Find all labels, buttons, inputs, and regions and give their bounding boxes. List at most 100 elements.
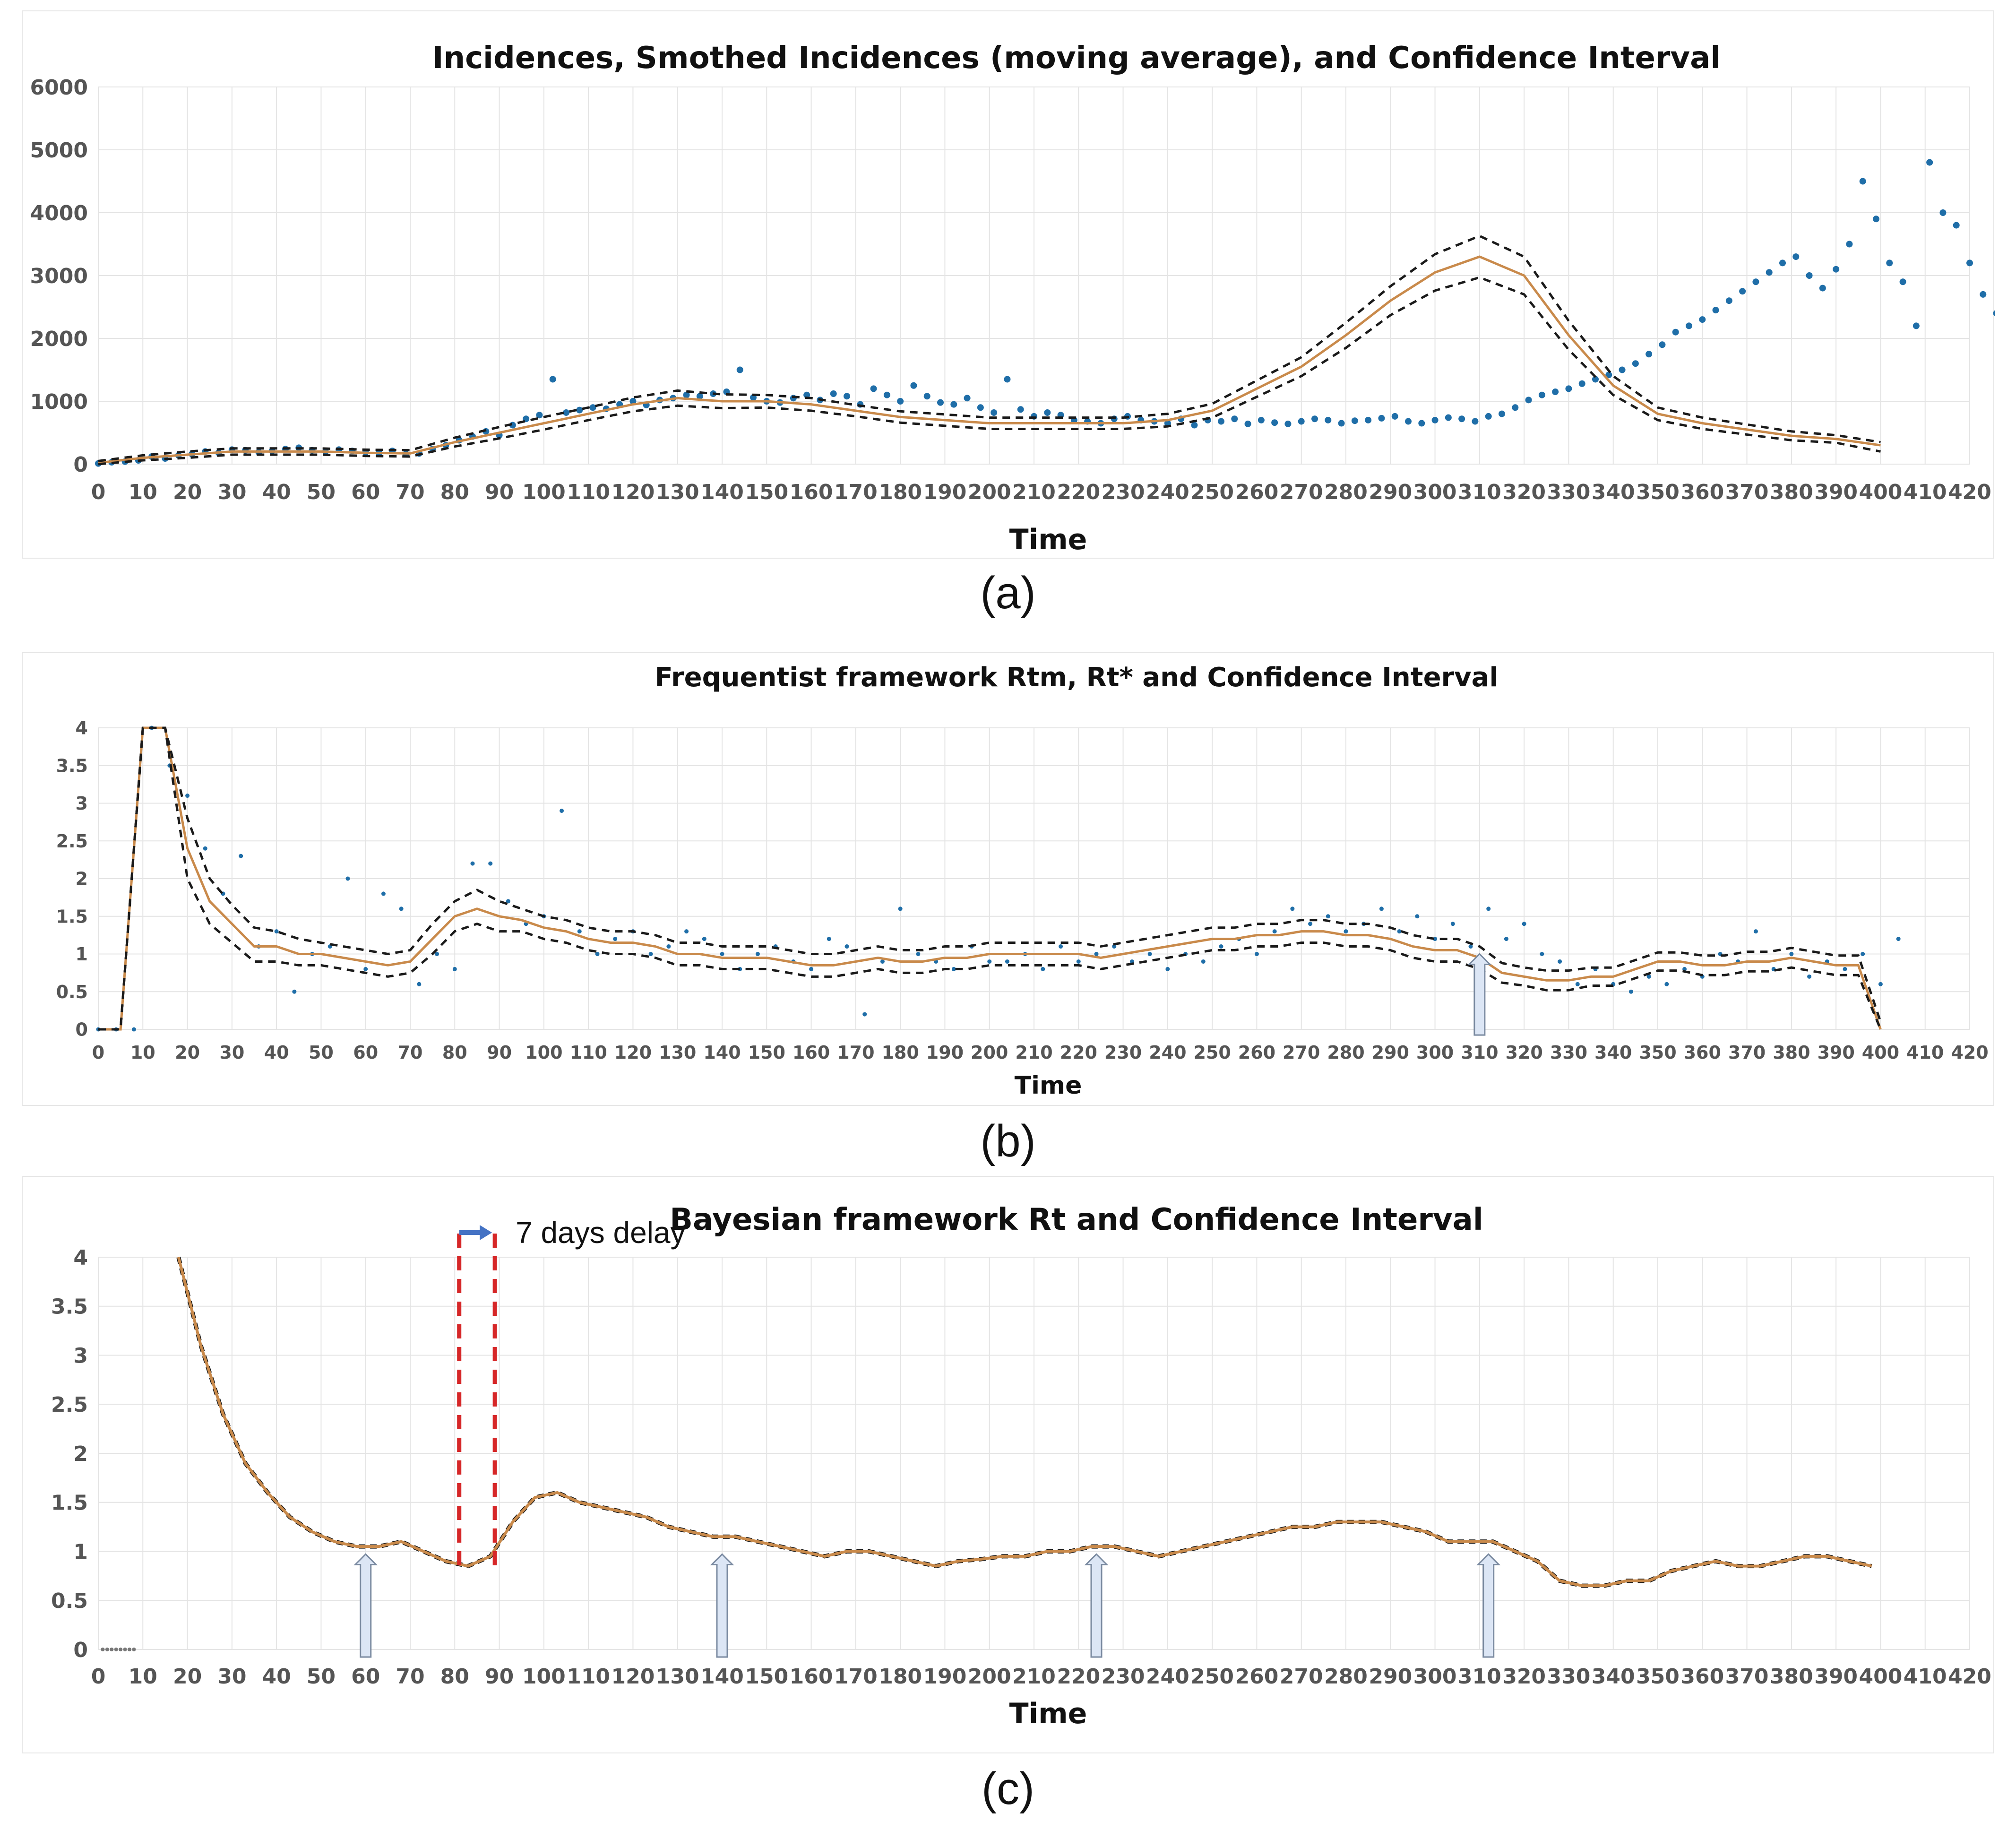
- up-arrow-marker: [1084, 1553, 1109, 1658]
- data-point: [1712, 307, 1719, 314]
- data-point: [803, 391, 810, 398]
- smoothed-line: [98, 255, 1881, 464]
- x-tick-label: 130: [656, 480, 699, 504]
- data-point: [1792, 253, 1800, 260]
- data-point: [1926, 159, 1933, 166]
- data-point: [577, 929, 582, 934]
- y-tick-label: 4: [76, 718, 88, 739]
- y-tick-label: 4000: [30, 201, 88, 225]
- data-point: [105, 1648, 109, 1651]
- data-point: [1338, 420, 1345, 427]
- data-point: [648, 952, 653, 956]
- x-tick-label: 250: [1190, 1665, 1234, 1689]
- data-point: [613, 937, 618, 941]
- data-point: [898, 906, 903, 911]
- x-tick-label: 420: [1948, 480, 1991, 504]
- x-tick-label: 330: [1550, 1042, 1587, 1063]
- data-point: [452, 967, 457, 971]
- x-tick-label: 20: [173, 1665, 202, 1689]
- data-point: [1458, 415, 1465, 423]
- data-point: [1201, 959, 1206, 964]
- y-tick-label: 0.5: [51, 1589, 88, 1613]
- ci-lower-line: [98, 726, 1882, 1031]
- x-tick-label: 330: [1547, 480, 1590, 504]
- y-tick-label: 1: [76, 944, 88, 965]
- x-tick-label: 90: [485, 480, 514, 504]
- data-point: [1739, 288, 1746, 295]
- data-point: [720, 952, 724, 956]
- data-point: [1271, 419, 1278, 426]
- x-tick-label: 30: [219, 1042, 244, 1063]
- delay-arrow-head: [480, 1225, 492, 1240]
- x-tick-label: 170: [834, 480, 878, 504]
- x-tick-label: 260: [1235, 1665, 1278, 1689]
- data-point: [755, 952, 760, 956]
- x-tick-label: 320: [1502, 480, 1546, 504]
- data-point: [1472, 418, 1479, 425]
- data-point: [1311, 415, 1318, 423]
- x-tick-label: 150: [745, 1665, 788, 1689]
- x-tick-label: 310: [1461, 1042, 1498, 1063]
- data-point: [1619, 366, 1626, 373]
- data-point: [1258, 416, 1265, 423]
- data-point: [1219, 944, 1223, 949]
- data-point: [1575, 982, 1580, 986]
- x-tick-label: 180: [881, 1042, 919, 1063]
- data-point: [870, 385, 877, 392]
- data-point: [1351, 417, 1358, 424]
- data-point: [128, 1648, 131, 1651]
- data-point: [470, 861, 475, 866]
- data-point: [1405, 418, 1412, 425]
- data-point: [1605, 371, 1612, 379]
- x-tick-label: 300: [1416, 1042, 1454, 1063]
- data-point: [1486, 906, 1491, 911]
- x-tick-label: 100: [522, 480, 566, 504]
- x-tick-label: 180: [879, 1665, 922, 1689]
- up-arrow-marker: [1467, 953, 1492, 1036]
- x-tick-label: 30: [217, 480, 246, 504]
- y-tick-label: 0: [73, 1638, 88, 1662]
- data-point: [702, 937, 706, 941]
- data-point: [1391, 413, 1398, 420]
- x-tick-label: 420: [1948, 1665, 1991, 1689]
- x-tick-label: 50: [307, 1665, 336, 1689]
- x-tick-label: 400: [1859, 480, 1902, 504]
- x-tick-label: 250: [1190, 480, 1234, 504]
- data-point: [239, 854, 243, 858]
- x-tick-label: 110: [567, 1665, 610, 1689]
- x-tick-label: 90: [485, 1665, 514, 1689]
- x-tick-label: 20: [175, 1042, 200, 1063]
- data-point: [1005, 959, 1009, 964]
- data-point: [1094, 952, 1099, 956]
- data-point: [1378, 414, 1385, 422]
- data-point: [1819, 285, 1826, 292]
- x-tick-label: 200: [968, 480, 1011, 504]
- x-tick-label: 350: [1639, 1042, 1676, 1063]
- x-tick-label: 280: [1324, 480, 1368, 504]
- data-point: [683, 391, 690, 398]
- data-point: [1344, 929, 1348, 934]
- x-tick-label: 350: [1636, 1665, 1680, 1689]
- data-point: [1218, 418, 1224, 425]
- data-point: [1753, 929, 1758, 934]
- x-tick-label: 110: [567, 480, 610, 504]
- data-point: [1628, 989, 1633, 994]
- x-tick-label: 0: [91, 1665, 106, 1689]
- y-tick-label: 3: [73, 1344, 88, 1368]
- x-tick-label: 0: [92, 1042, 104, 1063]
- data-point: [951, 967, 956, 971]
- data-point: [1953, 222, 1960, 229]
- x-tick-label: 120: [614, 1042, 652, 1063]
- x-tick-label: 10: [129, 1665, 157, 1689]
- data-point: [1538, 391, 1545, 398]
- data-point: [1231, 415, 1238, 423]
- y-tick-label: 1.5: [56, 906, 88, 927]
- data-point: [736, 366, 743, 373]
- data-point: [629, 398, 637, 405]
- data-point: [684, 929, 689, 934]
- data-point: [1766, 269, 1773, 276]
- x-tick-label: 280: [1324, 1665, 1368, 1689]
- x-tick-label: 320: [1505, 1042, 1542, 1063]
- data-point: [1284, 420, 1292, 427]
- data-point: [1191, 422, 1198, 429]
